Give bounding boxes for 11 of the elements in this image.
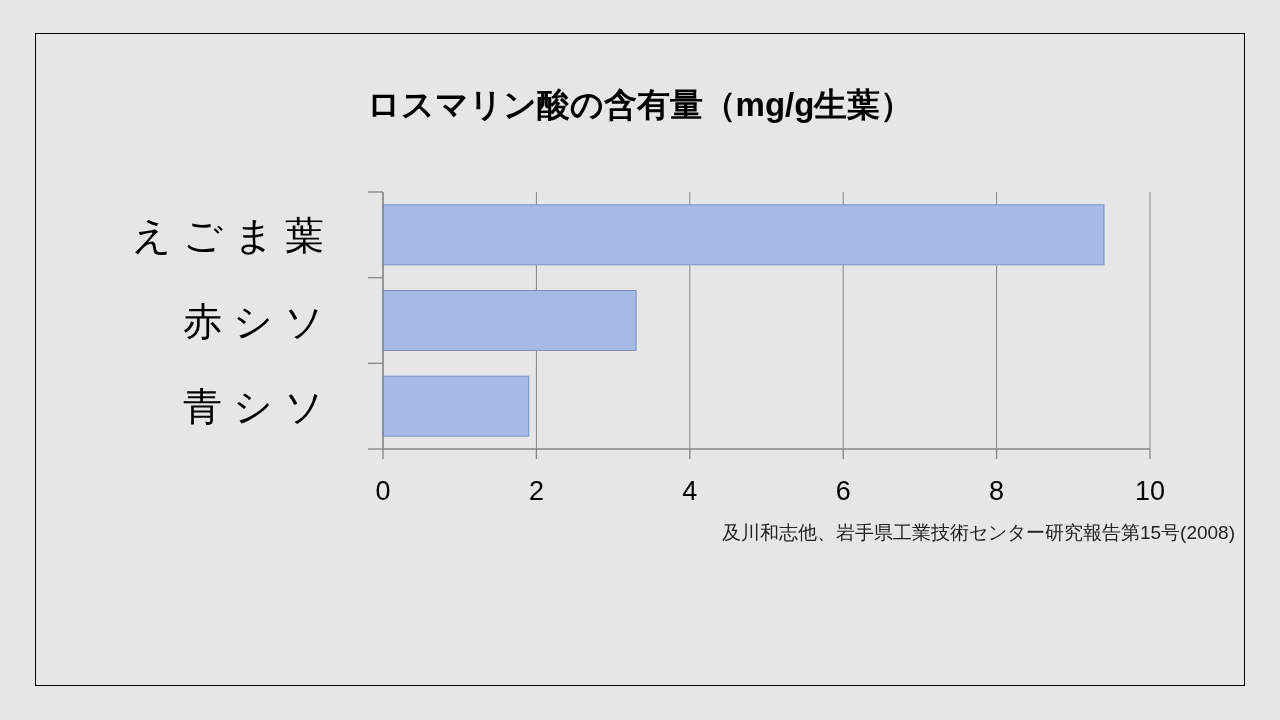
x-tick-label: 10 [1134,476,1166,506]
x-tick-label: 2 [528,476,544,506]
x-tick-label: 0 [375,476,391,506]
y-tick-label: えごま葉 [132,213,335,257]
x-tick-label: 4 [682,476,698,506]
y-tick-label: 青シソ [183,385,335,429]
x-tick-label: 8 [989,476,1005,506]
x-tick-label: 6 [835,476,851,506]
y-tick-label: 赤シソ [183,299,335,343]
text: 及川和志他、岩手県工業技術センター研究報告第15号(2008) [721,522,1235,543]
chart-title: ロスマリン酸の含有量（mg/g生葉） [366,86,914,123]
